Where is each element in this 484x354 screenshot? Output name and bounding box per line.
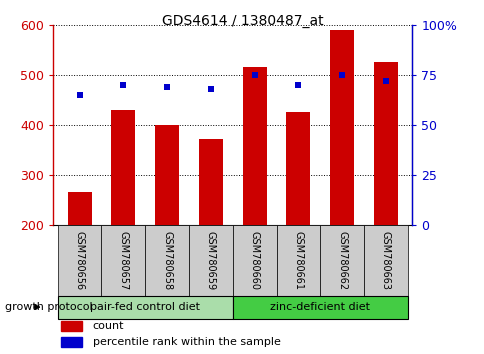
Text: GSM780656: GSM780656 — [75, 230, 84, 290]
Bar — [155, 125, 179, 225]
Bar — [189, 225, 232, 296]
Point — [250, 72, 258, 78]
Bar — [319, 225, 363, 296]
Bar — [232, 296, 407, 319]
Bar — [242, 67, 266, 225]
Text: GSM780661: GSM780661 — [293, 231, 303, 290]
Text: count: count — [92, 321, 124, 331]
Text: growth protocol: growth protocol — [5, 302, 92, 312]
Text: pair-fed control diet: pair-fed control diet — [90, 302, 200, 312]
Bar — [145, 225, 189, 296]
Bar — [58, 296, 232, 319]
Text: GSM780660: GSM780660 — [249, 231, 259, 290]
Point — [119, 82, 127, 88]
Bar — [232, 225, 276, 296]
Text: GDS4614 / 1380487_at: GDS4614 / 1380487_at — [161, 14, 323, 28]
Bar — [198, 139, 223, 225]
Bar — [101, 225, 145, 296]
Bar — [276, 225, 319, 296]
Bar — [111, 110, 135, 225]
Text: GSM780659: GSM780659 — [206, 230, 215, 290]
Text: percentile rank within the sample: percentile rank within the sample — [92, 337, 280, 347]
Bar — [67, 192, 91, 225]
Bar — [363, 225, 407, 296]
Text: GSM780658: GSM780658 — [162, 230, 172, 290]
Text: zinc-deficient diet: zinc-deficient diet — [270, 302, 370, 312]
Bar — [58, 225, 101, 296]
Point — [294, 82, 302, 88]
Text: GSM780657: GSM780657 — [118, 230, 128, 290]
Point — [381, 78, 389, 84]
Text: GSM780663: GSM780663 — [380, 231, 390, 290]
Point — [338, 72, 346, 78]
Bar — [286, 112, 310, 225]
Bar — [60, 320, 82, 331]
Bar — [330, 30, 353, 225]
Bar — [373, 62, 397, 225]
Point — [76, 92, 83, 98]
Point — [207, 86, 214, 92]
Point — [163, 84, 171, 90]
Text: GSM780662: GSM780662 — [336, 230, 347, 290]
Bar — [60, 337, 82, 347]
